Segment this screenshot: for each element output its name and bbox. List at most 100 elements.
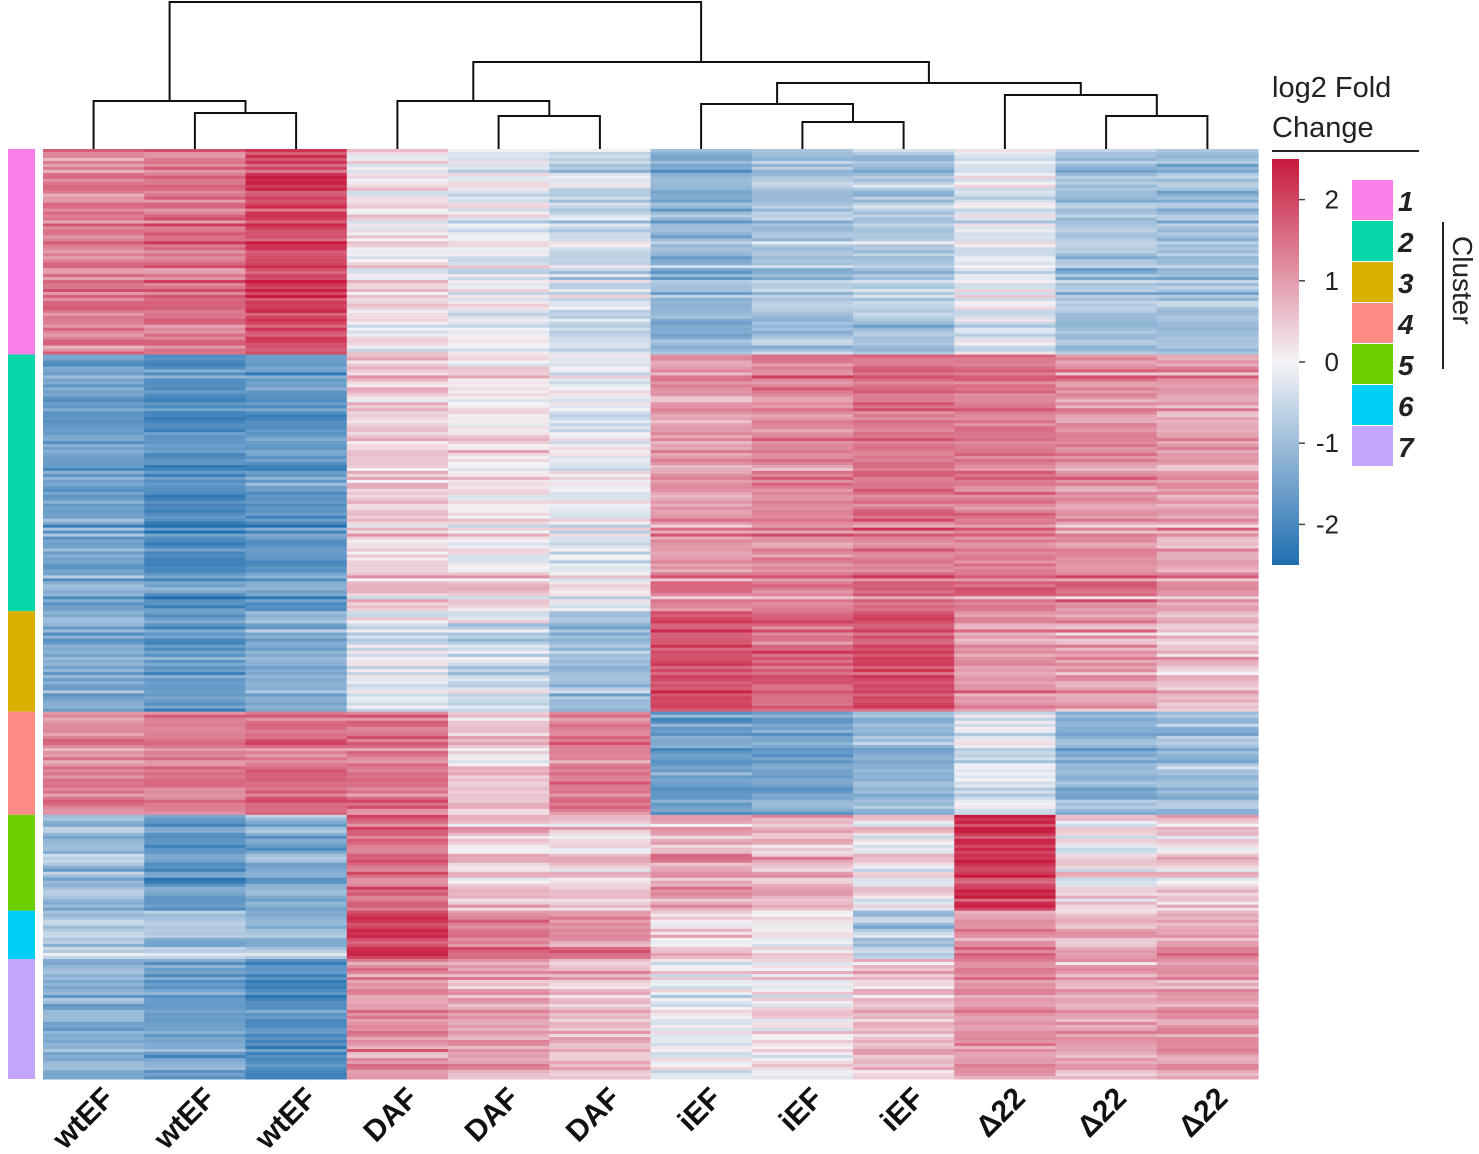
heatmap-cell xyxy=(751,527,854,532)
heatmap-cell xyxy=(650,693,753,697)
heatmap-cell xyxy=(448,892,550,897)
heatmap-cell xyxy=(549,196,652,201)
heatmap-cell xyxy=(751,808,854,813)
heatmap-cell xyxy=(144,835,247,840)
heatmap-cell xyxy=(448,321,550,326)
heatmap-cell xyxy=(549,190,652,195)
heatmap-cell xyxy=(245,447,348,451)
heatmap-cell xyxy=(1055,611,1158,615)
heatmap-cell xyxy=(448,229,550,233)
heatmap-cell xyxy=(1156,300,1259,305)
heatmap-cell xyxy=(1055,381,1158,385)
heatmap-cell xyxy=(549,149,652,153)
heatmap-cell xyxy=(43,940,145,945)
heatmap-cell xyxy=(549,166,652,171)
heatmap-cell xyxy=(853,853,955,858)
heatmap-cell xyxy=(549,363,652,367)
heatmap-cell xyxy=(144,569,247,573)
heatmap-cell xyxy=(144,1031,247,1035)
heatmap-cell xyxy=(245,444,348,448)
heatmap-cell xyxy=(245,889,348,894)
heatmap-cell xyxy=(751,693,854,697)
heatmap-cell xyxy=(346,889,449,894)
heatmap-cell xyxy=(43,566,145,570)
heatmap-cell xyxy=(43,1007,145,1011)
heatmap-cell xyxy=(448,802,550,807)
heatmap-cell xyxy=(1055,274,1158,278)
heatmap-cell xyxy=(448,163,550,168)
heatmap-cell xyxy=(144,420,247,424)
heatmap-cell xyxy=(650,853,753,858)
heatmap-cell xyxy=(650,1025,753,1029)
heatmap-cell xyxy=(245,336,348,341)
heatmap-cell xyxy=(346,229,449,233)
heatmap-cell xyxy=(346,754,449,758)
heatmap-cell xyxy=(549,659,652,664)
heatmap-cell xyxy=(245,738,348,743)
heatmap-cell xyxy=(1055,235,1158,239)
heatmap-cell xyxy=(751,1022,854,1026)
heatmap-cell xyxy=(1156,187,1259,192)
heatmap-cell xyxy=(1156,402,1259,406)
heatmap-cell xyxy=(43,605,145,609)
heatmap-cell xyxy=(448,995,550,999)
heatmap-cell xyxy=(954,220,1057,224)
heatmap-cell xyxy=(43,880,145,885)
heatmap-cell xyxy=(448,554,550,558)
heatmap-cell xyxy=(650,554,753,558)
heatmap-cell xyxy=(1055,560,1158,564)
heatmap-cell xyxy=(144,943,247,948)
heatmap-cell xyxy=(346,1019,449,1023)
heatmap-cell xyxy=(43,937,145,942)
heatmap-cell xyxy=(751,662,854,667)
heatmap-cell xyxy=(43,193,145,198)
heatmap-cell xyxy=(346,339,449,344)
heatmap-cell xyxy=(1156,1019,1259,1023)
heatmap-cell xyxy=(650,883,753,888)
heatmap-cell xyxy=(650,901,753,906)
heatmap-cell xyxy=(954,596,1057,600)
heatmap-cell xyxy=(245,470,348,475)
heatmap-cell xyxy=(43,1061,145,1065)
heatmap-cell xyxy=(245,324,348,329)
heatmap-cell xyxy=(346,488,449,493)
heatmap-cell xyxy=(650,711,753,716)
heatmap-cell xyxy=(853,384,955,388)
heatmap-cell xyxy=(549,274,652,278)
heatmap-cell xyxy=(1055,1022,1158,1026)
heatmap-cell xyxy=(245,650,348,655)
heatmap-cell xyxy=(245,375,348,379)
heatmap-cell xyxy=(751,1058,854,1062)
heatmap-cell xyxy=(43,681,145,685)
heatmap-cell xyxy=(650,160,753,165)
heatmap-cell xyxy=(144,1019,247,1023)
heatmap-cell xyxy=(1055,672,1158,676)
heatmap-cell xyxy=(43,751,145,755)
heatmap-cell xyxy=(144,262,247,266)
heatmap-cell xyxy=(853,859,955,864)
heatmap-cell xyxy=(144,1064,247,1068)
heatmap-cell xyxy=(144,820,247,825)
heatmap-cell xyxy=(751,411,854,415)
heatmap-cell xyxy=(245,181,348,186)
heatmap-cell xyxy=(751,1049,854,1053)
heatmap-cell xyxy=(549,476,652,481)
heatmap-cell xyxy=(853,581,955,585)
heatmap-cell xyxy=(650,297,753,302)
heatmap-cell xyxy=(1055,169,1158,174)
heatmap-cell xyxy=(346,190,449,195)
heatmap-cell xyxy=(853,545,955,550)
heatmap-cell xyxy=(1156,717,1259,722)
heatmap-cell xyxy=(245,467,348,472)
heatmap-cell xyxy=(245,199,348,204)
heatmap-cell xyxy=(954,678,1057,682)
heatmap-cell xyxy=(751,500,854,505)
heatmap-cell xyxy=(1055,232,1158,236)
heatmap-cell xyxy=(751,399,854,403)
heatmap-cell xyxy=(144,977,247,981)
heatmap-cell xyxy=(448,805,550,810)
heatmap-cell xyxy=(954,672,1057,676)
heatmap-cell xyxy=(853,354,955,359)
heatmap-cell xyxy=(1055,862,1158,867)
heatmap-cell xyxy=(346,1052,449,1056)
